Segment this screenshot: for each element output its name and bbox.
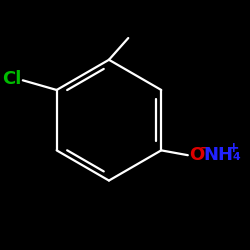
Text: O: O: [189, 146, 204, 164]
Text: +: +: [228, 141, 239, 155]
Text: −: −: [200, 142, 210, 155]
Text: Cl: Cl: [2, 70, 22, 88]
Text: NH₄: NH₄: [204, 146, 242, 164]
